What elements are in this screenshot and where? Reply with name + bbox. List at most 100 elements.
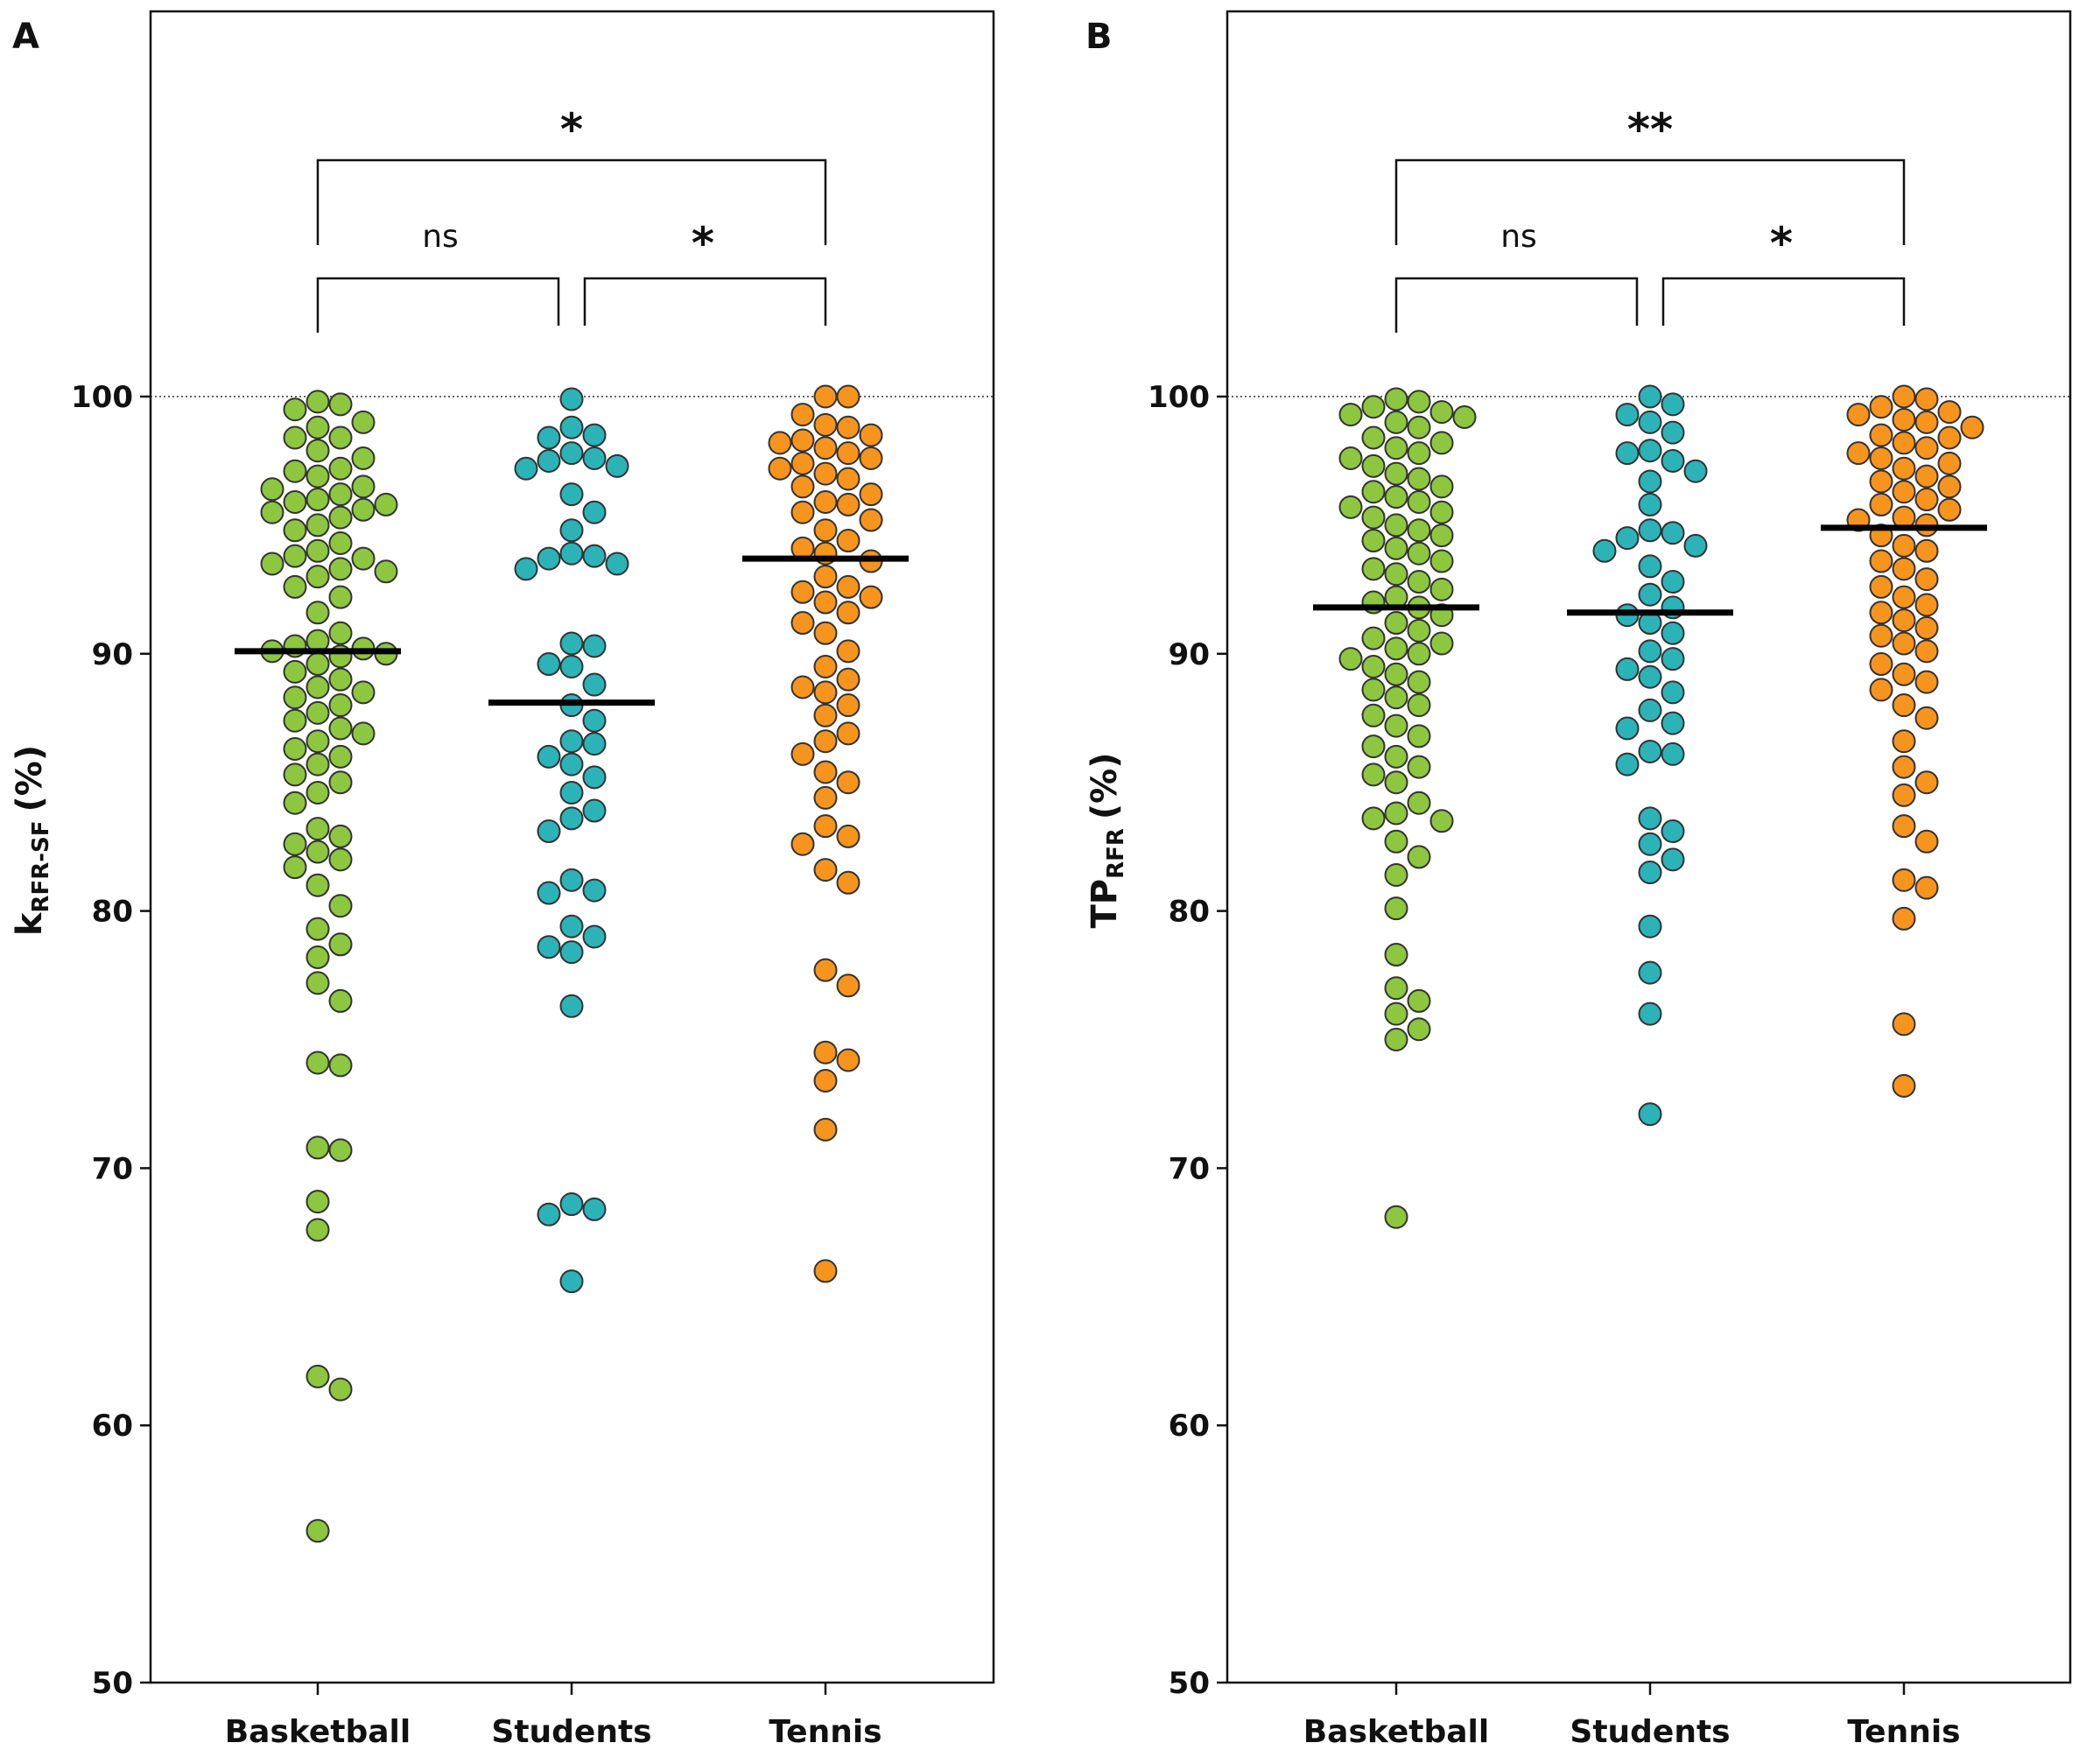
data-point-basketball — [328, 693, 353, 718]
data-point-tennis — [1869, 678, 1893, 702]
data-point-students — [1615, 752, 1640, 777]
data-point-basketball — [260, 552, 284, 576]
data-point-basketball — [1384, 976, 1408, 1001]
data-point-tennis — [790, 428, 815, 453]
data-point-basketball — [1407, 467, 1431, 491]
y-tick-label: 90 — [1169, 637, 1210, 672]
data-point-tennis — [1892, 814, 1916, 839]
data-point-basketball — [1384, 896, 1408, 921]
data-point-basketball — [283, 737, 307, 762]
data-point-students — [582, 423, 607, 447]
data-point-students — [1638, 832, 1662, 856]
data-point-tennis — [1869, 395, 1893, 419]
data-point-basketball — [1384, 801, 1408, 826]
data-point-basketball — [351, 680, 376, 705]
data-point-tennis — [1892, 456, 1916, 481]
y-axis-title-main: k — [10, 911, 50, 936]
significance-bracket-basketball-tennis — [1394, 158, 1906, 245]
data-point-basketball — [306, 1364, 330, 1388]
data-point-tennis — [1869, 652, 1893, 677]
data-point-students — [1638, 439, 1662, 463]
data-point-basketball — [1361, 529, 1386, 553]
data-point-basketball — [328, 988, 353, 1013]
data-point-students — [559, 518, 584, 543]
data-point-tennis — [836, 824, 860, 848]
data-point-tennis — [1937, 451, 1962, 475]
data-point-tennis — [1892, 608, 1916, 633]
data-point-basketball — [1429, 631, 1454, 656]
data-point-tennis — [1892, 662, 1916, 686]
data-point-tennis — [836, 870, 860, 895]
y-tick-label: 80 — [1169, 895, 1210, 930]
data-point-tennis — [813, 590, 838, 615]
y-tick-label: 50 — [1169, 1666, 1210, 1701]
data-point-basketball — [1407, 541, 1431, 566]
data-point-tennis — [813, 785, 838, 810]
data-point-tennis — [768, 431, 792, 455]
data-point-tennis — [1892, 384, 1916, 409]
data-point-basketball — [306, 700, 330, 725]
data-point-students — [1592, 538, 1617, 563]
data-point-tennis — [1892, 868, 1916, 892]
data-point-tennis — [1869, 469, 1893, 494]
data-point-students — [1638, 861, 1662, 885]
data-point-tennis — [1914, 706, 1939, 730]
data-point-basketball — [283, 659, 307, 684]
data-point-basketball — [306, 464, 330, 488]
data-point-basketball — [1361, 734, 1386, 759]
data-point-basketball — [1361, 425, 1386, 450]
data-point-basketball — [283, 425, 307, 450]
data-point-basketball — [1407, 642, 1431, 666]
data-point-basketball — [1361, 480, 1386, 504]
data-point-tennis — [1937, 497, 1962, 522]
data-point-basketball — [328, 425, 353, 450]
data-point-tennis — [790, 832, 815, 856]
data-point-students — [514, 557, 538, 581]
data-point-basketball — [1407, 1017, 1431, 1042]
data-point-tennis — [813, 814, 838, 839]
data-point-tennis — [859, 508, 883, 532]
data-point-basketball — [328, 456, 353, 481]
data-point-students — [514, 456, 538, 481]
data-point-basketball — [328, 1053, 353, 1078]
y-axis-title-unit: (%) — [10, 745, 50, 812]
data-point-students — [537, 448, 561, 473]
y-axis-title-subscript: RFR-SF — [28, 820, 54, 912]
data-point-tennis — [1869, 492, 1893, 517]
data-point-basketball — [328, 505, 353, 530]
data-point-tennis — [836, 574, 860, 599]
data-point-basketball — [1407, 489, 1431, 514]
data-point-basketball — [283, 855, 307, 880]
data-point-students — [1661, 521, 1685, 545]
data-point-basketball — [1361, 703, 1386, 727]
y-tick-label: 100 — [71, 380, 133, 415]
data-point-tennis — [813, 461, 838, 486]
y-axis-title: TPRFR (%) — [1085, 752, 1129, 928]
data-point-students — [1638, 914, 1662, 938]
data-point-basketball — [1384, 562, 1408, 587]
x-tick-label-students: Students — [491, 1714, 651, 1750]
data-point-basketball — [1384, 1001, 1408, 1026]
data-point-tennis — [1937, 400, 1962, 425]
data-point-tennis — [1892, 557, 1916, 581]
data-point-basketball — [1338, 495, 1363, 519]
data-point-basketball — [328, 1138, 353, 1163]
data-point-students — [1615, 403, 1640, 427]
data-point-basketball — [1429, 500, 1454, 524]
data-point-tennis — [836, 721, 860, 746]
data-point-basketball — [1407, 518, 1431, 543]
data-point-tennis — [836, 770, 860, 795]
data-point-students — [582, 672, 607, 697]
data-point-basketball — [328, 770, 353, 795]
data-point-students — [559, 914, 584, 938]
data-point-basketball — [306, 840, 330, 864]
data-point-basketball — [1429, 549, 1454, 573]
data-point-basketball — [1407, 791, 1431, 815]
y-tick-label: 80 — [92, 895, 133, 930]
data-point-tennis — [1869, 623, 1893, 648]
significance-label-basketball-tennis: ** — [1627, 104, 1673, 155]
significance-label-basketball-tennis: * — [560, 104, 583, 155]
panel-letter: A — [12, 17, 39, 57]
data-point-students — [1615, 657, 1640, 681]
y-tick-label: 90 — [92, 637, 133, 672]
